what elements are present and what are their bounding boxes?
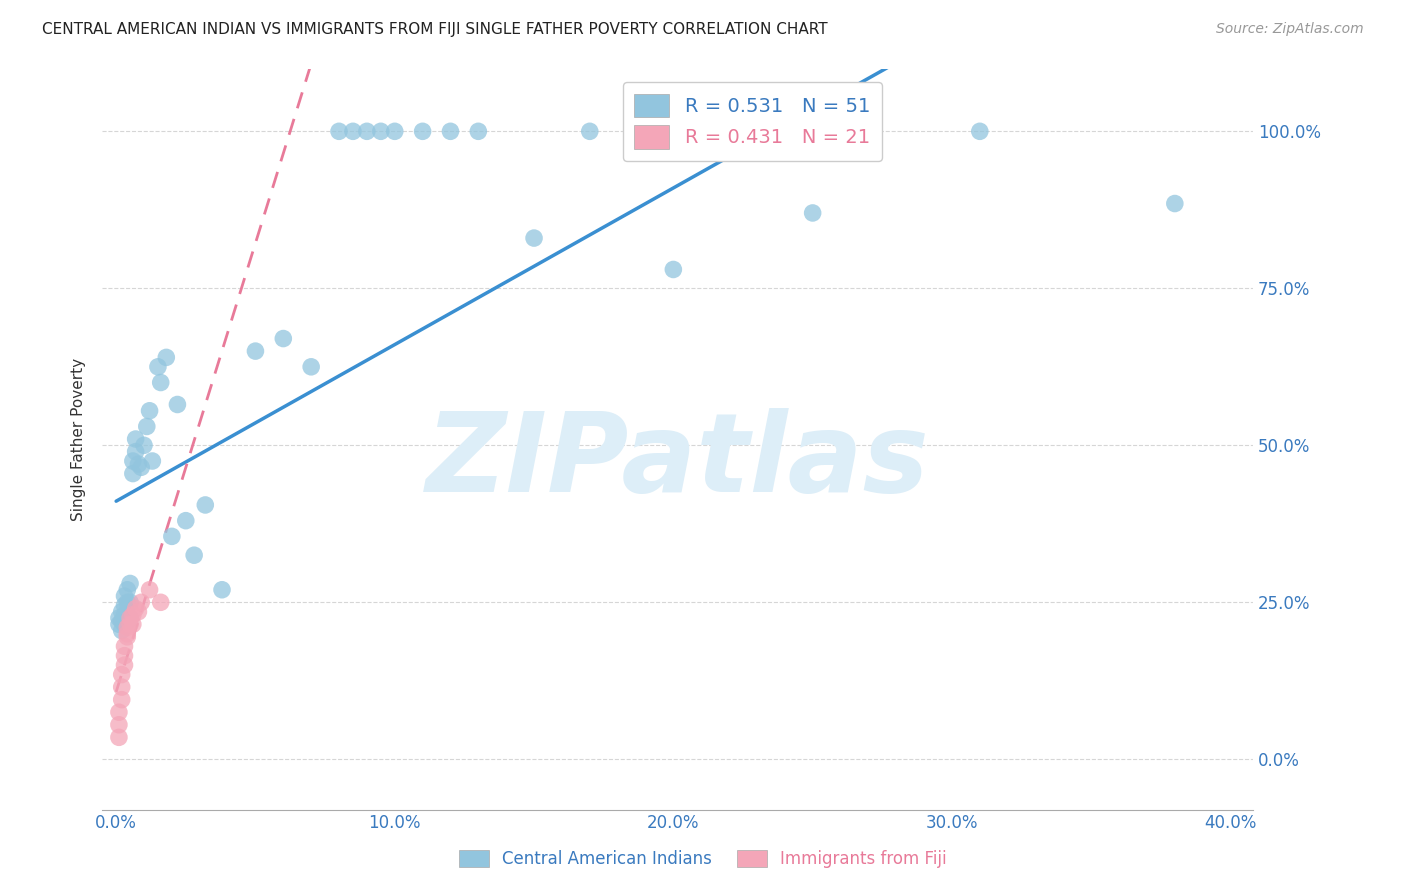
Point xyxy=(111,614,134,628)
Point xyxy=(114,617,136,632)
Point xyxy=(245,344,267,359)
Point xyxy=(108,731,131,745)
Point xyxy=(120,617,142,632)
Point xyxy=(356,124,378,138)
Point xyxy=(120,611,142,625)
Point xyxy=(108,718,131,732)
Point xyxy=(114,658,136,673)
Point xyxy=(117,595,139,609)
Point xyxy=(111,667,134,681)
Point xyxy=(412,124,434,138)
Text: Source: ZipAtlas.com: Source: ZipAtlas.com xyxy=(1216,22,1364,37)
Point xyxy=(111,692,134,706)
Point xyxy=(117,620,139,634)
Point xyxy=(117,630,139,644)
Point xyxy=(146,359,169,374)
Point xyxy=(467,124,489,138)
Point xyxy=(108,617,131,632)
Point xyxy=(138,582,160,597)
Point xyxy=(166,397,188,411)
Point xyxy=(160,529,183,543)
Point xyxy=(114,589,136,603)
Legend: Central American Indians, Immigrants from Fiji: Central American Indians, Immigrants fro… xyxy=(453,843,953,875)
Text: ZIPatlas: ZIPatlas xyxy=(426,408,929,515)
Point xyxy=(108,705,131,719)
Point xyxy=(127,605,149,619)
Y-axis label: Single Father Poverty: Single Father Poverty xyxy=(72,358,86,521)
Point xyxy=(117,614,139,628)
Point xyxy=(969,124,991,138)
Point xyxy=(124,432,146,446)
Point xyxy=(114,640,136,654)
Point xyxy=(801,206,824,220)
Point xyxy=(129,460,152,475)
Point xyxy=(111,624,134,638)
Point xyxy=(129,595,152,609)
Point xyxy=(117,626,139,640)
Point xyxy=(271,332,294,346)
Point xyxy=(342,124,364,138)
Point xyxy=(194,498,217,512)
Point xyxy=(124,601,146,615)
Point xyxy=(132,438,155,452)
Point xyxy=(114,599,136,613)
Point xyxy=(135,419,157,434)
Text: CENTRAL AMERICAN INDIAN VS IMMIGRANTS FROM FIJI SINGLE FATHER POVERTY CORRELATIO: CENTRAL AMERICAN INDIAN VS IMMIGRANTS FR… xyxy=(42,22,828,37)
Point xyxy=(662,262,685,277)
Point xyxy=(299,359,322,374)
Legend: R = 0.531   N = 51, R = 0.431   N = 21: R = 0.531 N = 51, R = 0.431 N = 21 xyxy=(623,82,882,161)
Point xyxy=(117,582,139,597)
Point xyxy=(120,611,142,625)
Point xyxy=(121,617,143,632)
Point xyxy=(384,124,406,138)
Point xyxy=(121,607,143,622)
Point xyxy=(155,351,177,365)
Point xyxy=(111,605,134,619)
Point xyxy=(138,404,160,418)
Point xyxy=(523,231,546,245)
Point xyxy=(149,376,172,390)
Point xyxy=(149,595,172,609)
Point xyxy=(578,124,600,138)
Point xyxy=(1164,196,1187,211)
Point xyxy=(328,124,350,138)
Point xyxy=(111,680,134,694)
Point xyxy=(439,124,461,138)
Point xyxy=(211,582,233,597)
Point xyxy=(120,576,142,591)
Point xyxy=(370,124,392,138)
Point xyxy=(114,648,136,663)
Point xyxy=(108,611,131,625)
Point xyxy=(124,444,146,458)
Point xyxy=(141,454,163,468)
Point xyxy=(174,514,197,528)
Point xyxy=(114,607,136,622)
Point xyxy=(121,454,143,468)
Point xyxy=(183,548,205,562)
Point xyxy=(121,467,143,481)
Point xyxy=(120,595,142,609)
Point xyxy=(127,457,149,471)
